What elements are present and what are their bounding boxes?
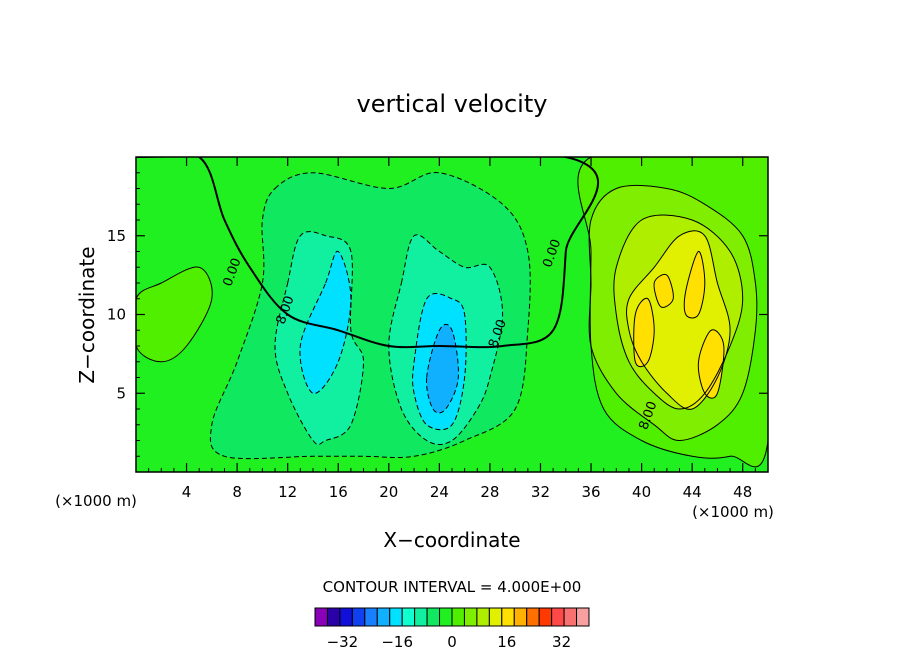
y-axis-label: Z−coordinate <box>75 246 99 383</box>
contour-line <box>426 323 459 414</box>
colorbar-tick-label: 0 <box>447 633 457 651</box>
colorbar-swatch <box>538 607 553 627</box>
contour-region <box>299 251 351 394</box>
x-tick-label: 12 <box>278 483 297 501</box>
colorbar-swatch <box>426 607 441 627</box>
colorbar-swatch <box>451 607 465 627</box>
contour-line <box>697 329 725 399</box>
x-axis: 4 8 12 16 20 24 28 32 36 40 44 48 <box>148 157 756 501</box>
contour-line <box>588 185 758 442</box>
x-tick-label: 32 <box>531 483 550 501</box>
colorbar-swatch <box>513 607 528 627</box>
y-axis: 5 10 15 <box>107 172 768 457</box>
colorbar-tick-label: −32 <box>327 633 359 651</box>
contour-region <box>684 251 705 318</box>
colorbar-swatch <box>414 607 428 627</box>
contour-line <box>412 292 467 431</box>
colorbar-swatch <box>463 607 478 627</box>
colorbar-swatch <box>364 607 378 627</box>
colorbar-swatch <box>439 607 453 627</box>
colorbar-swatch <box>476 607 490 627</box>
contour-line <box>209 172 531 460</box>
y-tick-label: 5 <box>116 384 126 402</box>
plot-area: 0.000.008.008.008.00 <box>136 157 768 472</box>
x-tick-label: 16 <box>329 483 348 501</box>
contour-line-layer <box>136 157 768 468</box>
colorbar-swatch <box>576 607 590 627</box>
colorbar-swatch <box>563 607 578 627</box>
contour-line <box>136 266 213 363</box>
colorbar-swatch <box>551 607 565 627</box>
x-tick-label: 36 <box>581 483 600 501</box>
colorbar-swatch <box>501 607 515 627</box>
x-tick-label: 4 <box>182 483 192 501</box>
contour-region <box>136 266 213 362</box>
x-units-right: (×1000 m) <box>692 503 774 521</box>
contour-line <box>633 297 655 368</box>
x-units-left: (×1000 m) <box>55 492 137 510</box>
contour-line <box>683 250 706 319</box>
x-tick-label: 8 <box>232 483 242 501</box>
contour-line <box>653 273 674 308</box>
colorbar <box>314 607 590 627</box>
contour-region <box>633 298 655 367</box>
colorbar-ticks: −32 −16 0 16 32 <box>327 633 572 651</box>
colorbar-swatch <box>376 607 391 627</box>
x-tick-label: 20 <box>379 483 398 501</box>
contour-line <box>136 157 600 349</box>
y-tick-label: 10 <box>107 306 126 324</box>
y-tick-label: 15 <box>107 227 126 245</box>
x-tick-label: 40 <box>632 483 651 501</box>
colorbar-tick-label: 32 <box>552 633 571 651</box>
colorbar-swatch <box>351 607 366 627</box>
contour-line <box>626 230 731 410</box>
colorbar-swatch <box>526 607 540 627</box>
contour-line <box>388 234 504 445</box>
chart-title: vertical velocity <box>357 90 548 118</box>
colorbar-tick-label: −16 <box>381 633 413 651</box>
colorbar-swatch <box>339 607 353 627</box>
contour-line <box>613 214 744 410</box>
x-tick-label: 44 <box>683 483 702 501</box>
colorbar-swatch <box>401 607 416 627</box>
contour-line <box>274 231 365 446</box>
contour-interval-text: CONTOUR INTERVAL = 4.000E+00 <box>323 578 582 596</box>
x-axis-label: X−coordinate <box>383 528 520 552</box>
x-tick-label: 24 <box>430 483 449 501</box>
contour-region <box>698 329 724 399</box>
contour-region <box>654 274 674 308</box>
x-tick-label: 28 <box>480 483 499 501</box>
colorbar-swatch <box>488 607 503 627</box>
colorbar-swatch <box>314 607 328 627</box>
contour-fill-layer <box>136 157 768 467</box>
contour-line <box>299 250 352 394</box>
colorbar-tick-label: 16 <box>497 633 516 651</box>
colorbar-swatch <box>326 607 341 627</box>
colorbar-swatch <box>389 607 403 627</box>
x-tick-label: 48 <box>733 483 752 501</box>
